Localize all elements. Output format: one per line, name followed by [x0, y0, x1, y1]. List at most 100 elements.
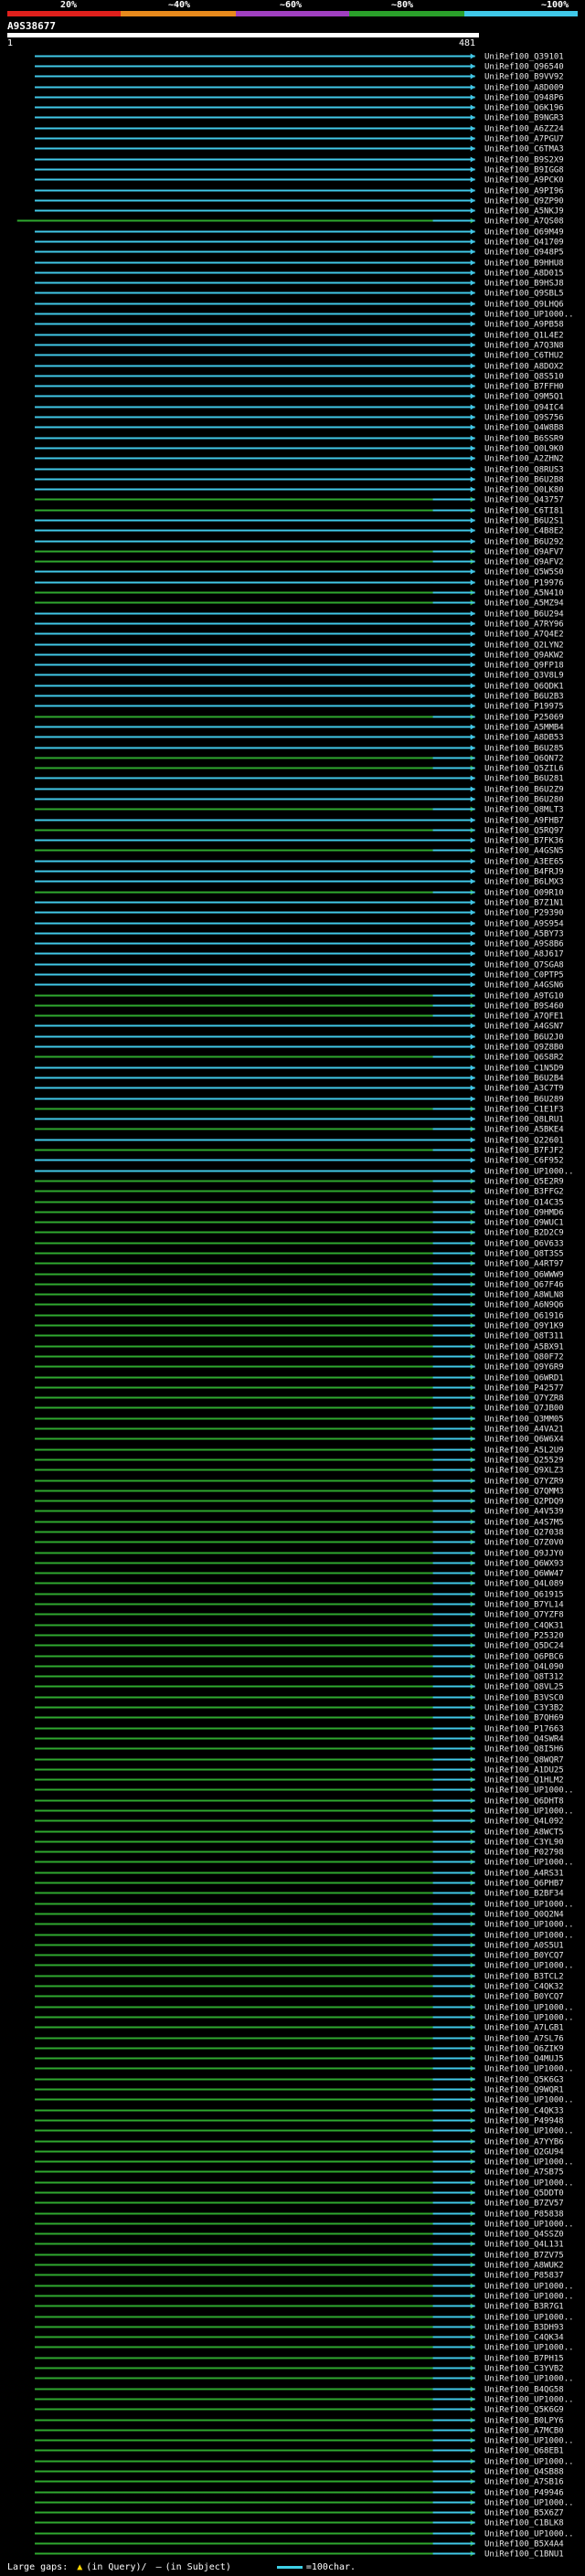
- hit-label[interactable]: UniRef100_Q6QDK1: [484, 683, 564, 692]
- hit-label[interactable]: UniRef100_B7PH15: [484, 2355, 564, 2364]
- hit-label[interactable]: UniRef100_Q5W5S0: [484, 568, 564, 578]
- hit-label[interactable]: UniRef100_Q9SBL5: [484, 290, 564, 299]
- hit-label[interactable]: UniRef100_A7MCB0: [484, 2427, 564, 2436]
- hit-label[interactable]: UniRef100_A7PGU7: [484, 135, 564, 144]
- hit-label[interactable]: UniRef100_Q8T312: [484, 1673, 564, 1682]
- hit-label[interactable]: UniRef100_A9PI96: [484, 187, 564, 196]
- hit-label[interactable]: UniRef100_Q5DC24: [484, 1642, 564, 1651]
- hit-label[interactable]: UniRef100_A5MMB4: [484, 724, 564, 733]
- hit-label[interactable]: UniRef100_Q4SB88: [484, 2468, 564, 2477]
- hit-label[interactable]: UniRef100_Q41709: [484, 239, 564, 248]
- hit-label[interactable]: UniRef100_P29390: [484, 909, 564, 918]
- hit-label[interactable]: UniRef100_C6F952: [484, 1157, 564, 1166]
- hit-label[interactable]: UniRef100_B2BF34: [484, 1890, 564, 1899]
- hit-label[interactable]: UniRef100_Q6V633: [484, 1240, 564, 1249]
- hit-label[interactable]: UniRef100_B6U2S1: [484, 517, 564, 526]
- hit-label[interactable]: UniRef100_Q9ZP90: [484, 197, 564, 207]
- hit-label[interactable]: UniRef100_Q0Q2N4: [484, 1911, 564, 1920]
- hit-label[interactable]: UniRef100_Q6ZIK9: [484, 2045, 564, 2054]
- hit-label[interactable]: UniRef100_Q8T3S5: [484, 1250, 564, 1259]
- hit-label[interactable]: UniRef100_A8DB53: [484, 734, 564, 743]
- hit-label[interactable]: UniRef100_C6THU2: [484, 352, 564, 361]
- hit-label[interactable]: UniRef100_UP1000..: [484, 311, 574, 320]
- hit-label[interactable]: UniRef100_Q8RUS3: [484, 466, 564, 475]
- hit-label[interactable]: UniRef100_Q8LRU1: [484, 1116, 564, 1125]
- hit-label[interactable]: UniRef100_Q5K6G3: [484, 2076, 564, 2085]
- hit-label[interactable]: UniRef100_Q6WRD1: [484, 1374, 564, 1383]
- hit-label[interactable]: UniRef100_A5BKE4: [484, 1126, 564, 1135]
- hit-label[interactable]: UniRef100_Q96540: [484, 63, 564, 72]
- hit-label[interactable]: UniRef100_C6TI81: [484, 507, 564, 516]
- hit-label[interactable]: UniRef100_UP1000..: [484, 2344, 574, 2353]
- hit-label[interactable]: UniRef100_C1N5D9: [484, 1065, 564, 1074]
- hit-label[interactable]: UniRef100_P19975: [484, 703, 564, 712]
- hit-label[interactable]: UniRef100_Q4L131: [484, 2241, 564, 2250]
- hit-label[interactable]: UniRef100_A7RY96: [484, 620, 564, 630]
- hit-label[interactable]: UniRef100_A4RT97: [484, 1260, 564, 1269]
- hit-label[interactable]: UniRef100_A7SB16: [484, 2478, 564, 2487]
- hit-label[interactable]: UniRef100_Q61915: [484, 1591, 564, 1600]
- hit-label[interactable]: UniRef100_P02798: [484, 1849, 564, 1858]
- hit-label[interactable]: UniRef100_Q9XLZ3: [484, 1467, 564, 1476]
- hit-label[interactable]: UniRef100_Q61916: [484, 1312, 564, 1321]
- hit-label[interactable]: UniRef100_Q5E2R9: [484, 1178, 564, 1187]
- hit-label[interactable]: UniRef100_UP1000..: [484, 2014, 574, 2023]
- hit-label[interactable]: UniRef100_UP1000..: [484, 1786, 574, 1796]
- hit-label[interactable]: UniRef100_B9HSJ8: [484, 280, 564, 289]
- hit-label[interactable]: UniRef100_B6U2B3: [484, 693, 564, 702]
- hit-label[interactable]: UniRef100_C0PTP5: [484, 971, 564, 981]
- hit-label[interactable]: UniRef100_A7YYB6: [484, 2138, 564, 2147]
- hit-label[interactable]: UniRef100_Q6WW47: [484, 1570, 564, 1579]
- hit-label[interactable]: UniRef100_Q2LYN2: [484, 641, 564, 651]
- hit-label[interactable]: UniRef100_C3YVB2: [484, 2365, 564, 2374]
- hit-label[interactable]: UniRef100_Q4MUJ5: [484, 2055, 564, 2064]
- hit-label[interactable]: UniRef100_UP1000..: [484, 2437, 574, 2446]
- hit-label[interactable]: UniRef100_B9NGR3: [484, 114, 564, 123]
- hit-label[interactable]: UniRef100_A7QS08: [484, 217, 564, 227]
- hit-label[interactable]: UniRef100_B0LPY6: [484, 2417, 564, 2426]
- hit-label[interactable]: UniRef100_B5X4A4: [484, 2540, 564, 2549]
- hit-label[interactable]: UniRef100_A4VA21: [484, 1426, 564, 1435]
- hit-label[interactable]: UniRef100_Q5K6G9: [484, 2406, 564, 2415]
- hit-label[interactable]: UniRef100_A9PB58: [484, 321, 564, 330]
- hit-label[interactable]: UniRef100_A7Q4E2: [484, 631, 564, 640]
- hit-label[interactable]: UniRef100_Q0L9K0: [484, 445, 564, 454]
- hit-label[interactable]: UniRef100_B9HHU8: [484, 260, 564, 269]
- hit-label[interactable]: UniRef100_UP1000..: [484, 1921, 574, 1930]
- hit-label[interactable]: UniRef100_B6U2Z9: [484, 786, 564, 795]
- hit-label[interactable]: UniRef100_Q8WQR7: [484, 1756, 564, 1765]
- hit-label[interactable]: UniRef100_B3DH93: [484, 2324, 564, 2333]
- hit-label[interactable]: UniRef100_A9PCK0: [484, 176, 564, 186]
- hit-label[interactable]: UniRef100_Q6PBC6: [484, 1653, 564, 1662]
- hit-label[interactable]: UniRef100_Q25529: [484, 1457, 564, 1466]
- hit-label[interactable]: UniRef100_Q4L089: [484, 1580, 564, 1589]
- hit-label[interactable]: UniRef100_A4RS31: [484, 1870, 564, 1879]
- hit-label[interactable]: UniRef100_B6U2B8: [484, 476, 564, 485]
- hit-label[interactable]: UniRef100_Q9AFV2: [484, 558, 564, 567]
- hit-label[interactable]: UniRef100_B7ZV75: [484, 2252, 564, 2261]
- hit-label[interactable]: UniRef100_B7FFH0: [484, 383, 564, 392]
- hit-label[interactable]: UniRef100_A8WUK2: [484, 2262, 564, 2271]
- hit-label[interactable]: UniRef100_A3C7T9: [484, 1085, 564, 1094]
- hit-label[interactable]: UniRef100_UP1000..: [484, 2096, 574, 2105]
- hit-label[interactable]: UniRef100_B7FK36: [484, 837, 564, 846]
- hit-label[interactable]: UniRef100_A7Q3N8: [484, 342, 564, 351]
- hit-label[interactable]: UniRef100_Q9JJY0: [484, 1550, 564, 1559]
- hit-label[interactable]: UniRef100_C1E1F3: [484, 1106, 564, 1115]
- hit-label[interactable]: UniRef100_Q3MM05: [484, 1415, 564, 1425]
- hit-label[interactable]: UniRef100_Q7YZR8: [484, 1394, 564, 1404]
- hit-label[interactable]: UniRef100_P85837: [484, 2272, 564, 2281]
- hit-label[interactable]: UniRef100_A9TG10: [484, 992, 564, 1002]
- hit-label[interactable]: UniRef100_Q5RQ97: [484, 827, 564, 836]
- hit-label[interactable]: UniRef100_UP1000..: [484, 1859, 574, 1868]
- hit-label[interactable]: UniRef100_B5X6Z7: [484, 2509, 564, 2518]
- hit-label[interactable]: UniRef100_Q7YZF8: [484, 1611, 564, 1620]
- hit-label[interactable]: UniRef100_Q2PDQ9: [484, 1498, 564, 1507]
- hit-label[interactable]: UniRef100_A9S954: [484, 920, 564, 929]
- hit-label[interactable]: UniRef100_B9IGG8: [484, 166, 564, 175]
- hit-label[interactable]: UniRef100_UP1000..: [484, 2499, 574, 2508]
- hit-label[interactable]: UniRef100_UP1000..: [484, 1962, 574, 1971]
- hit-label[interactable]: UniRef100_B4FRJ9: [484, 868, 564, 877]
- hit-label[interactable]: UniRef100_Q9WQR1: [484, 2086, 564, 2095]
- hit-label[interactable]: UniRef100_Q69M49: [484, 228, 564, 238]
